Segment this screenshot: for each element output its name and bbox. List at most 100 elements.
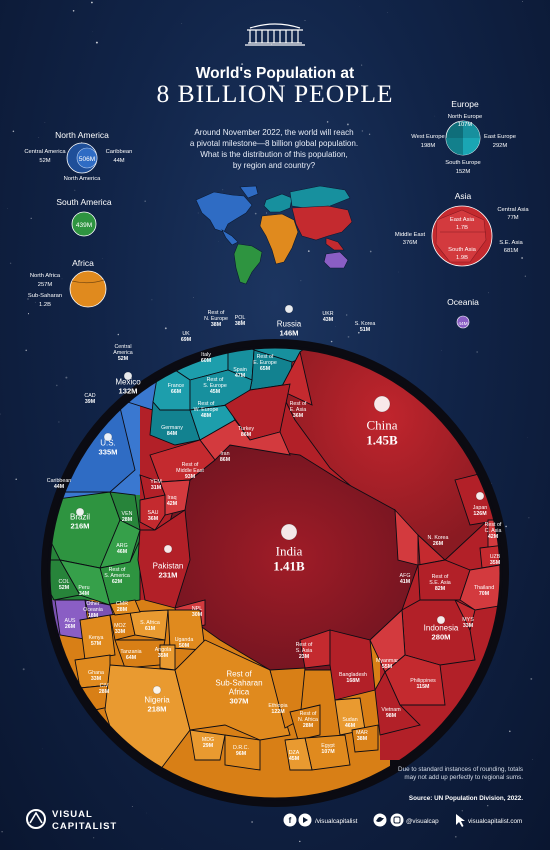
value-rest-of-s-asia: 23M [299, 654, 310, 660]
svg-text:may not add up perfectly to re: may not add up perfectly to regional sum… [404, 774, 523, 781]
label-rest-of-e-europe: Rest of [257, 354, 274, 360]
value-rest-of-e-asia: 36M [293, 413, 304, 419]
handle-text[interactable]: /visualcapitalist [315, 818, 358, 825]
value-rest-of-middle-east: 93M [185, 474, 196, 480]
label-vietnam: Vietnam [381, 707, 401, 713]
value-china: 1.45B [366, 433, 398, 448]
value-mys: 33M [463, 623, 474, 629]
label-col: COL [59, 579, 70, 585]
label-rest-of-w-europe: W. Europe [194, 407, 219, 413]
value-central-america: 52M [118, 356, 129, 362]
value-ukr: 43M [323, 317, 334, 323]
star [299, 840, 301, 843]
label-rest-of-s-asia: S. Asia [296, 648, 313, 654]
label-rest-of-e-asia: E. Asia [290, 407, 307, 413]
star [186, 88, 188, 90]
value-mar: 38M [357, 736, 368, 742]
star [335, 326, 336, 327]
value-thailand: 70M [479, 591, 490, 597]
label-russia: Russia [277, 320, 302, 329]
star [0, 413, 1, 415]
value-rest-of-c-asia: 42M [488, 534, 499, 540]
value-uzb: 35M [490, 560, 501, 566]
value-yem: 31M [151, 485, 162, 491]
label-philippines: Philippines [410, 678, 436, 684]
label-bangladesh: Bangladesh [339, 672, 367, 678]
label-iran: Iran [220, 451, 229, 457]
value-rest-of-n-europe: 38M [211, 322, 222, 328]
star [509, 730, 511, 733]
svg-text:Asia: Asia [455, 191, 472, 201]
value-afg: 41M [400, 579, 411, 585]
star [368, 133, 371, 135]
flag-indonesia-icon [436, 615, 446, 625]
label-spain: Spain [233, 367, 247, 373]
flag-brazil-icon [75, 507, 85, 517]
value-india: 1.41B [273, 559, 305, 574]
label-italy: Italy [201, 352, 211, 358]
svg-text:1.2B: 1.2B [39, 302, 51, 308]
value-sau: 36M [148, 516, 159, 522]
visual-capitalist-logo: VISUAL CAPITALIST [26, 809, 117, 832]
value-d-r-c: 96M [236, 751, 247, 757]
star [222, 189, 224, 191]
value-pol: 38M [235, 321, 246, 327]
star [521, 257, 524, 259]
cell-mdg [189, 729, 226, 761]
label-mar: MAR [356, 730, 368, 736]
svg-text:CAPITALIST: CAPITALIST [52, 821, 117, 832]
svg-text:Middle East: Middle East [395, 232, 426, 238]
star [81, 141, 83, 143]
star [38, 137, 40, 138]
label-rest-of-s-asia: Rest of [296, 642, 313, 648]
legend-asia: Asia East Asia 1.7B South Asia 1.9B Cent… [395, 191, 529, 267]
value-indonesia: 280M [432, 633, 451, 642]
label-cad: CAD [84, 393, 95, 399]
youtube-link[interactable] [298, 813, 312, 827]
star [181, 23, 183, 24]
star [528, 517, 530, 519]
value-germany: 84M [167, 431, 178, 437]
flag-russia-icon [284, 304, 294, 314]
star [491, 482, 493, 484]
value-rest-of-e-europe: 65M [260, 366, 271, 372]
legend-oceania: Oceania 44M [447, 297, 479, 329]
value-nigeria: 218M [148, 705, 167, 714]
website-link[interactable]: visualcapitalist.com [468, 818, 522, 825]
flag-china-icon [373, 395, 391, 413]
value-sudan: 46M [345, 723, 356, 729]
cell-vietnam [374, 671, 421, 736]
star [487, 805, 489, 807]
flag-nigeria-icon [152, 685, 162, 695]
label-rest-of-middle-east: Rest of [182, 462, 199, 468]
twitter-link[interactable] [373, 813, 387, 827]
label-china: China [366, 418, 397, 433]
legend-africa: Africa North Africa 257M Sub-Saharan 1.2… [28, 258, 107, 308]
value-rest-of-s-america: 62M [112, 579, 123, 585]
label-other-oceania: Other [86, 601, 99, 607]
label-thailand: Thailand [474, 585, 494, 591]
svg-text:439M: 439M [76, 222, 92, 229]
svg-text:North Europe: North Europe [448, 114, 482, 120]
label-rest-of-c-asia: Rest of [485, 522, 502, 528]
label-rest-of-s-e-asia: S.E. Asia [429, 580, 451, 586]
value-aus: 26M [65, 624, 76, 630]
value-russia: 146M [280, 329, 299, 338]
label-ukr: UKR [322, 311, 333, 317]
star [434, 115, 436, 117]
star [30, 217, 32, 219]
star [340, 84, 342, 85]
label-rest-of-c-asia: C. Asia [485, 528, 502, 534]
star [44, 121, 46, 123]
world-map [195, 185, 353, 285]
svg-text:52M: 52M [39, 158, 50, 164]
instagram-link[interactable] [390, 813, 404, 827]
svg-text:Europe: Europe [451, 99, 479, 109]
svg-text:South Asia: South Asia [448, 247, 476, 253]
facebook-link[interactable]: f [283, 813, 297, 827]
label-indonesia: Indonesia [424, 624, 459, 633]
twitter-handle[interactable]: @visualcap [406, 818, 439, 825]
star [61, 278, 63, 280]
svg-text:Africa: Africa [72, 258, 94, 268]
